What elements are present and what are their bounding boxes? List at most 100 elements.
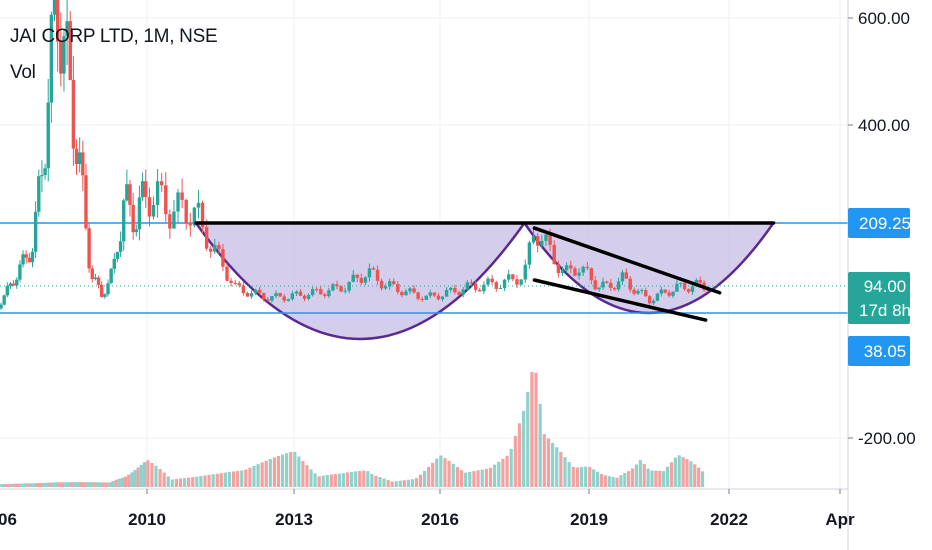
candle-body [147,197,152,217]
level-badge-upper[interactable] [848,208,910,238]
volume-bar [17,483,21,487]
candle-body [68,21,72,80]
volume-bar [517,423,522,487]
volume-bar [182,478,187,487]
candle-body [11,283,16,286]
candle-body [682,282,687,290]
volume-bar [579,467,584,487]
candle-body [327,290,331,296]
y-tick-label: 400.00 [858,116,910,135]
volume-bar [223,472,227,487]
candle-body [43,168,47,176]
volume-bar [139,464,143,487]
candle-body [90,268,94,280]
volume-bar [497,461,501,487]
candle-body [241,285,246,293]
volume-bar [689,461,693,487]
volume-bar [522,410,526,487]
y-tick-label: 600.00 [858,9,910,28]
volume-bar [345,472,350,487]
candle-body [106,283,110,295]
candle-body [134,229,139,233]
candle-body [388,281,392,287]
volume-bar [615,477,619,487]
candle-body [100,284,104,297]
candle-body [40,175,44,177]
volume-bar [256,464,260,487]
volume-bar [317,476,321,487]
candle-body [196,202,201,208]
volume-bar [101,482,106,487]
volume-indicator-label[interactable]: Vol [10,62,36,83]
candle-body [396,284,400,293]
volume-bar [337,473,342,487]
candle-body [225,266,229,281]
volume-bar [472,471,476,487]
candle-body [55,0,60,42]
candle-body [180,192,184,200]
channel-upper-trendline[interactable] [532,226,722,295]
candle-body [343,290,347,292]
candle-body [37,176,41,212]
volume-bar [170,479,174,487]
channel-lower-trendline[interactable] [532,278,708,322]
candle-body [671,291,675,296]
candle-body [428,292,432,296]
candle-body [0,304,3,309]
volume-bar [414,478,419,487]
candle-body [115,251,120,259]
volume-bar [349,471,354,487]
candle-body [298,291,303,296]
volume-bar [418,474,423,487]
last-price-badge[interactable] [848,272,910,324]
candle-body [453,287,457,293]
volume-bar [35,483,40,487]
volume-bar [341,473,346,487]
volume-bar [406,479,410,487]
candle-body [457,292,461,295]
candle-body [30,251,35,263]
candle-body [151,204,156,217]
volume-bar [154,465,158,487]
volume-bar [638,460,642,487]
candle-body [624,272,629,279]
candle-body [128,184,132,205]
volume-bar [534,372,538,487]
volume-bar [427,466,431,487]
candle-body [74,148,79,165]
candle-body [355,274,359,278]
volume-bar [252,465,256,487]
volume-bar [120,477,125,487]
volume-bar [187,477,191,487]
volume-bar [329,474,333,487]
candle-body [84,175,88,229]
candle-body [351,274,355,282]
volume-bar [293,451,297,487]
volume-bar [23,483,27,487]
candle-body [33,211,38,252]
candle-body [65,21,69,37]
candle-body [605,281,609,283]
candle-body [168,214,172,229]
volume-bar [64,482,68,487]
candle-body [436,295,441,300]
candle-body [294,291,299,294]
candle-body [310,289,315,296]
level-badge-lower[interactable] [848,336,910,366]
volume-bar [370,473,374,487]
volume-bar [493,464,497,487]
candle-body [339,286,343,292]
volume-bar [550,442,555,487]
candle-body [93,277,98,280]
candle-body [77,152,82,165]
volume-bar [158,469,162,487]
volume-bar [0,484,2,487]
volume-bar [285,453,289,487]
candle-body [5,285,10,296]
candle-body [144,181,148,198]
candle-body [675,283,679,292]
candle-body [482,284,486,292]
volume-bar [697,467,701,487]
volume-bar [476,470,480,487]
